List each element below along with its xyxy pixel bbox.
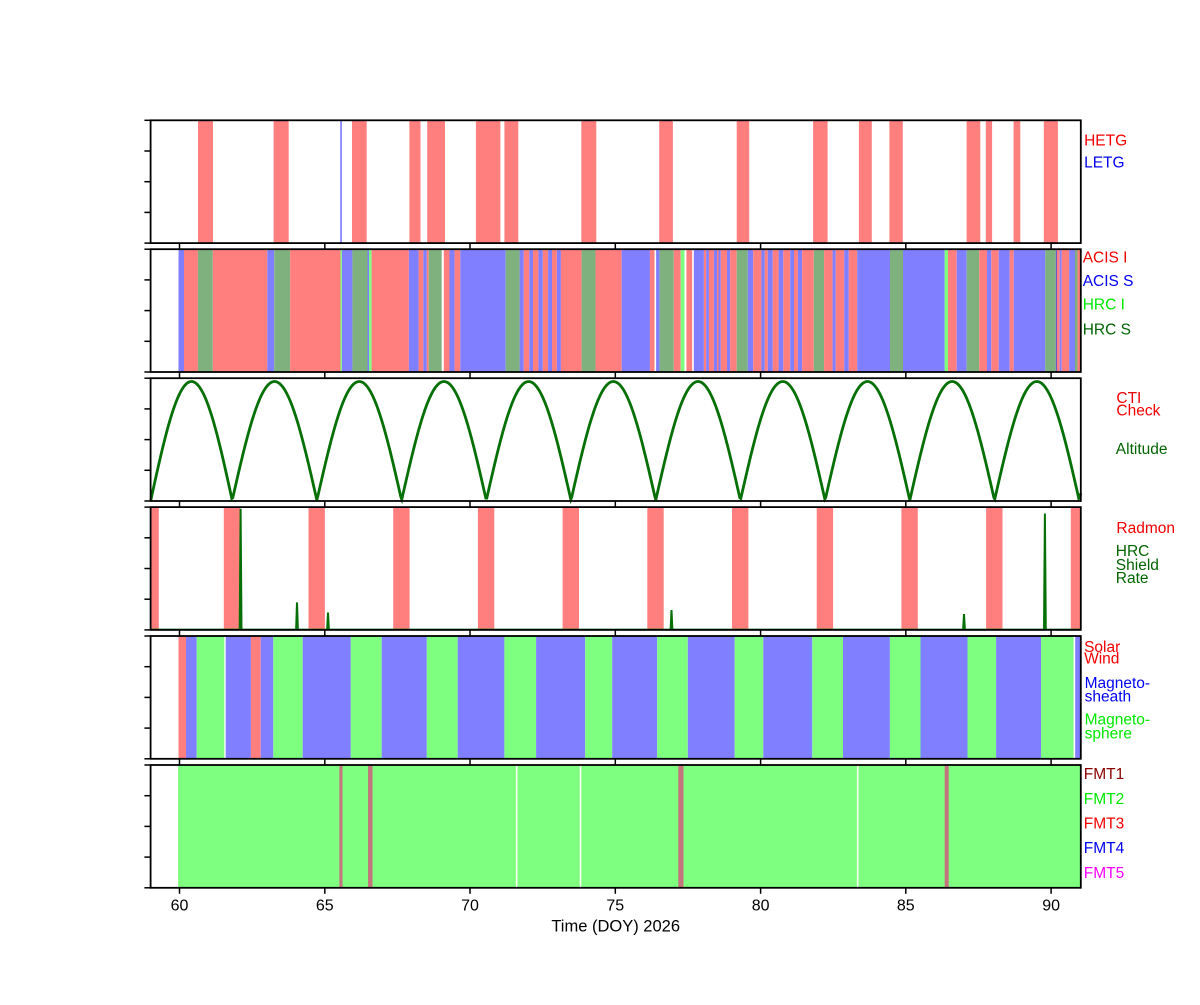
svg-text:FMT1: FMT1 <box>1084 766 1124 783</box>
svg-text:Radmon: Radmon <box>1116 520 1175 537</box>
svg-text:Shield: Shield <box>1116 557 1159 574</box>
svg-text:65: 65 <box>316 898 334 915</box>
svg-text:75: 75 <box>606 898 624 915</box>
svg-text:FMT3: FMT3 <box>1084 816 1124 833</box>
svg-text:Altitude: Altitude <box>1116 441 1168 458</box>
svg-text:Magneto-: Magneto- <box>1085 675 1150 692</box>
svg-text:HRC S: HRC S <box>1083 321 1131 338</box>
svg-text:FMT2: FMT2 <box>1084 791 1124 808</box>
svg-text:Solar: Solar <box>1084 639 1120 656</box>
svg-text:sphere: sphere <box>1085 726 1132 743</box>
svg-text:85: 85 <box>897 898 915 915</box>
svg-text:LETG: LETG <box>1084 155 1124 172</box>
svg-text:70: 70 <box>461 898 479 915</box>
svg-text:90: 90 <box>1042 898 1060 915</box>
svg-text:ACIS S: ACIS S <box>1083 273 1134 290</box>
svg-text:sheath: sheath <box>1085 689 1132 706</box>
svg-text:Time (DOY) 2026: Time (DOY) 2026 <box>551 918 680 936</box>
svg-text:Wind: Wind <box>1084 650 1119 667</box>
svg-text:Check: Check <box>1116 403 1160 420</box>
svg-text:60: 60 <box>171 898 189 915</box>
svg-text:Rate: Rate <box>1116 570 1149 587</box>
svg-text:Magneto-: Magneto- <box>1085 712 1150 729</box>
svg-text:HRC: HRC <box>1116 543 1150 560</box>
svg-text:FMT4: FMT4 <box>1084 840 1125 857</box>
svg-text:HETG: HETG <box>1084 132 1127 149</box>
svg-text:HRC I: HRC I <box>1083 297 1125 314</box>
svg-text:CTI: CTI <box>1116 390 1141 407</box>
svg-text:ACIS I: ACIS I <box>1083 249 1128 266</box>
svg-text:80: 80 <box>752 898 770 915</box>
svg-text:FMT5: FMT5 <box>1084 865 1124 882</box>
